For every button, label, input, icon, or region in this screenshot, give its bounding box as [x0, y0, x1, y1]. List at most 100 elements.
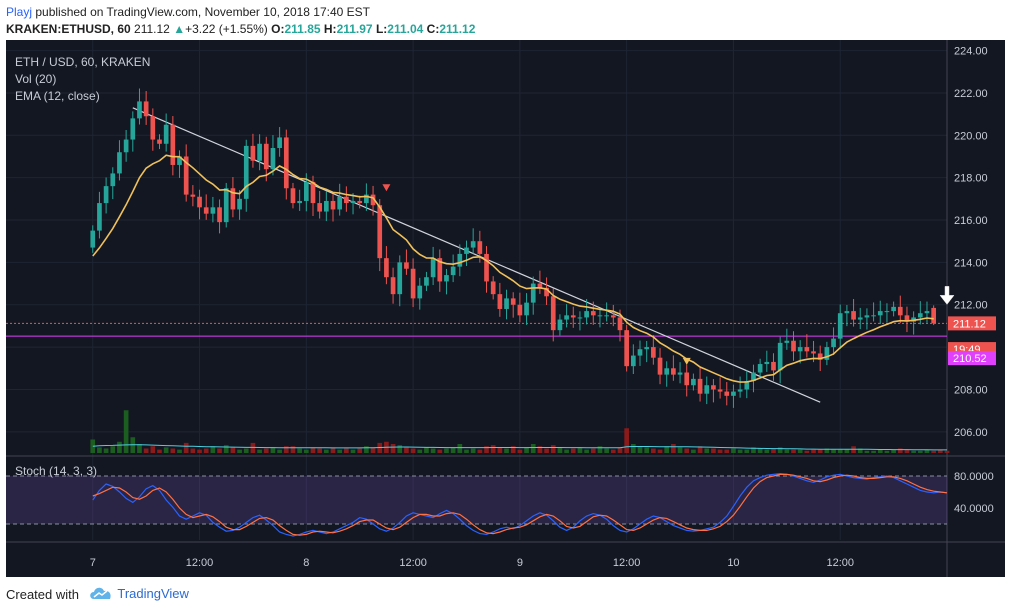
price-tick-label: 208.00 — [954, 384, 988, 396]
volume-bar — [944, 450, 950, 453]
volume-bar — [457, 444, 463, 453]
volume-bar — [550, 445, 556, 453]
volume-bar — [510, 446, 516, 453]
volume-bar — [777, 447, 783, 453]
price-tick-label: 214.00 — [954, 257, 988, 269]
candle-body — [884, 311, 890, 313]
candle-body — [437, 258, 443, 282]
candle-body — [90, 230, 96, 248]
volume-bar — [283, 446, 289, 453]
volume-bar — [123, 410, 129, 453]
volume-bar — [584, 449, 589, 453]
volume-bar — [163, 447, 169, 453]
volume-bar — [904, 449, 910, 453]
volume-bar — [797, 449, 803, 453]
volume-bar — [417, 449, 423, 453]
volume-bar — [110, 446, 116, 453]
candle-body — [691, 378, 696, 386]
volume-bar — [691, 449, 696, 453]
volume-bar — [257, 449, 262, 453]
volume-bar — [871, 450, 876, 453]
volume-bar — [637, 446, 643, 453]
volume-bar — [804, 450, 810, 453]
candle-body — [324, 200, 329, 212]
stoch-tick-label: 40.0000 — [954, 503, 994, 515]
candle-body — [537, 283, 543, 288]
candle-body — [317, 203, 323, 212]
ema-legend: EMA (12, close) — [15, 89, 100, 103]
volume-bar — [217, 448, 222, 453]
volume-bar — [290, 446, 296, 453]
volume-bar — [263, 448, 269, 453]
candle-body — [210, 207, 216, 214]
chart-canvas[interactable]: 224.00 222.00 220.00 218.00 216.00 214.00 212.… — [6, 40, 1005, 577]
chart-area[interactable]: 224.00 222.00 220.00 218.00 216.00 214.00 212.… — [6, 40, 1005, 577]
candle-body — [851, 311, 856, 320]
volume-bar — [397, 445, 403, 453]
volume-bar — [610, 449, 616, 453]
volume-bar — [837, 449, 843, 453]
price-tick-label: 212.00 — [954, 300, 988, 312]
volume-bar — [751, 447, 756, 453]
volume-bar — [504, 448, 509, 453]
candle-body — [183, 156, 189, 195]
candle-body — [457, 253, 463, 267]
volume-bar — [97, 447, 102, 453]
time-tick-label: 7 — [90, 557, 96, 569]
volume-bar — [497, 447, 503, 453]
candle-body — [791, 340, 796, 352]
volume-bar — [470, 448, 476, 453]
price-axis-label-bg — [948, 316, 996, 331]
candle-body — [424, 277, 429, 286]
candle-body — [230, 188, 236, 210]
volume-bar — [831, 449, 836, 453]
candle-body — [203, 207, 209, 214]
volume-bar — [210, 446, 216, 453]
volume-bar — [924, 449, 930, 453]
price-tick-label: 218.00 — [954, 173, 988, 185]
candle-body — [430, 258, 436, 278]
candle-body — [764, 361, 770, 365]
volume-bar — [364, 446, 369, 453]
candle-body — [651, 347, 656, 358]
candle-body — [544, 287, 549, 297]
candle-body — [237, 198, 242, 210]
volume-bar — [544, 448, 549, 453]
price-axis-label-bg — [948, 351, 996, 366]
candle-body — [297, 200, 302, 204]
volume-bar — [630, 444, 636, 453]
candle-body — [897, 306, 903, 316]
volume-bar — [237, 449, 242, 453]
volume-bar — [430, 448, 436, 453]
open-label: O: — [271, 22, 285, 36]
candle-body — [410, 268, 416, 299]
candle-body — [617, 317, 623, 331]
volume-bar — [477, 449, 483, 453]
candle-body — [550, 296, 556, 331]
candle-body — [704, 385, 710, 394]
candle-body — [277, 137, 282, 149]
author-link[interactable]: Playj — [6, 5, 33, 19]
volume-bar — [170, 448, 176, 453]
chart-legend: ETH / USD, 60, KRAKEN Vol (20) EMA (12, … — [15, 54, 150, 105]
brand-link[interactable]: TradingView — [88, 585, 189, 601]
price-axis-label-text: 210.52 — [953, 353, 987, 365]
candle-body — [891, 306, 896, 312]
candle-body — [777, 342, 783, 371]
brand-name: TradingView — [117, 586, 189, 601]
volume-bar — [517, 449, 523, 453]
volume-bar — [177, 449, 182, 453]
volume-bar — [370, 447, 376, 453]
volume-bar — [864, 450, 870, 453]
down-arrow-marker — [939, 286, 955, 305]
volume-bar — [857, 448, 863, 453]
time-tick-label: 12:00 — [399, 557, 427, 569]
volume-bar — [464, 449, 469, 453]
last-price: 211.12 — [134, 22, 170, 36]
price-axis-label: 210.52 — [948, 351, 996, 366]
price-tick-label: 222.00 — [954, 88, 988, 100]
candle-body — [844, 311, 850, 314]
volume-bar — [617, 447, 623, 453]
volume-bar — [223, 445, 229, 453]
volume-bar — [877, 449, 883, 453]
